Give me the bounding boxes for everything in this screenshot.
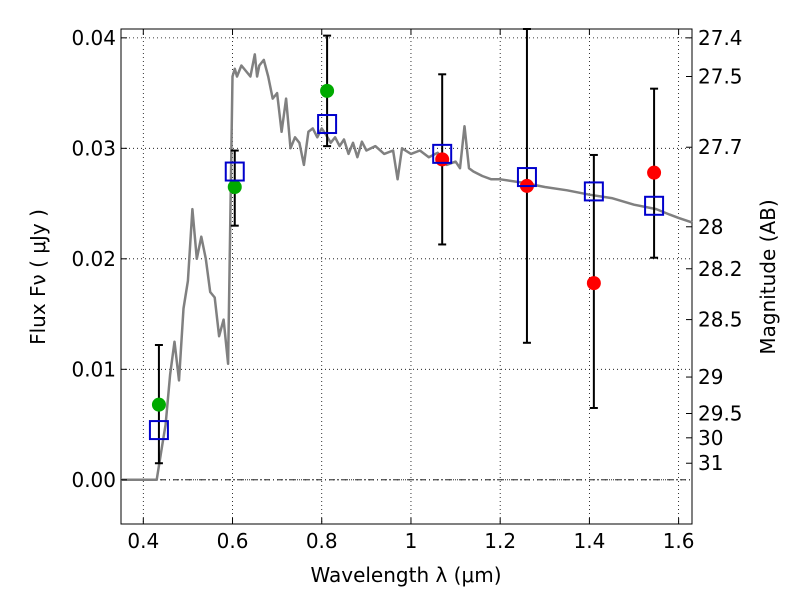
y-tick-label: 0.02	[71, 247, 116, 271]
model-point-square	[148, 420, 169, 441]
model-point-square	[317, 114, 338, 135]
magnitude-tick-label: 28	[698, 215, 723, 239]
green-data-point	[151, 397, 166, 412]
magnitude-tick-label: 27.7	[698, 135, 743, 159]
y-axis-label: Flux Fν ( μJy )	[26, 209, 50, 345]
y-tick-label: 0.04	[71, 26, 116, 50]
model-point-square	[644, 195, 665, 216]
x-tick-label: 1.2	[484, 529, 516, 553]
magnitude-tick-label: 30	[698, 426, 723, 450]
x-tick-label: 0.4	[127, 529, 159, 553]
y-axis-right-label: Magnitude (AB)	[756, 199, 780, 354]
model-point-square	[516, 167, 537, 188]
x-ticks: 0.4 0.6 0.8 1 1.2 1.4 1.6	[127, 29, 695, 553]
sed-group	[121, 53, 693, 482]
green-data-point	[320, 83, 335, 98]
magnitude-tick-label: 29	[698, 365, 723, 389]
magnitude-tick-label: 28.2	[698, 257, 743, 281]
magnitude-tick-label: 27.5	[698, 65, 743, 89]
x-tick-label: 0.8	[306, 529, 338, 553]
model-point-square	[583, 181, 604, 202]
magnitude-tick-label: 29.5	[698, 402, 743, 426]
sed-line	[121, 53, 693, 482]
x-tick-label: 1.6	[663, 529, 695, 553]
model-point-square	[224, 161, 245, 182]
magnitude-tick-label: 28.5	[698, 308, 743, 332]
red-data-point	[435, 152, 450, 167]
magnitude-tick-label: 27.4	[698, 26, 743, 50]
y-ticks: 0.00 0.01 0.02 0.03 0.04	[71, 26, 127, 492]
magnitude-tick-label: 31	[698, 451, 723, 475]
model-point-square	[432, 143, 453, 164]
model-points	[148, 114, 665, 441]
x-axis-label: Wavelength λ (μm)	[310, 563, 501, 587]
green-data-point	[227, 180, 242, 195]
x-tick-label: 0.6	[217, 529, 249, 553]
red-data-point	[647, 165, 662, 180]
y-tick-label: 0.03	[71, 136, 116, 160]
plot-frame	[120, 28, 693, 525]
x-tick-label: 1	[405, 529, 418, 553]
observed-points	[151, 83, 662, 412]
x-tick-label: 1.4	[573, 529, 605, 553]
y-tick-label: 0.00	[71, 468, 116, 492]
red-data-point	[586, 276, 601, 291]
grid	[121, 29, 692, 524]
y-tick-label: 0.01	[71, 357, 116, 381]
